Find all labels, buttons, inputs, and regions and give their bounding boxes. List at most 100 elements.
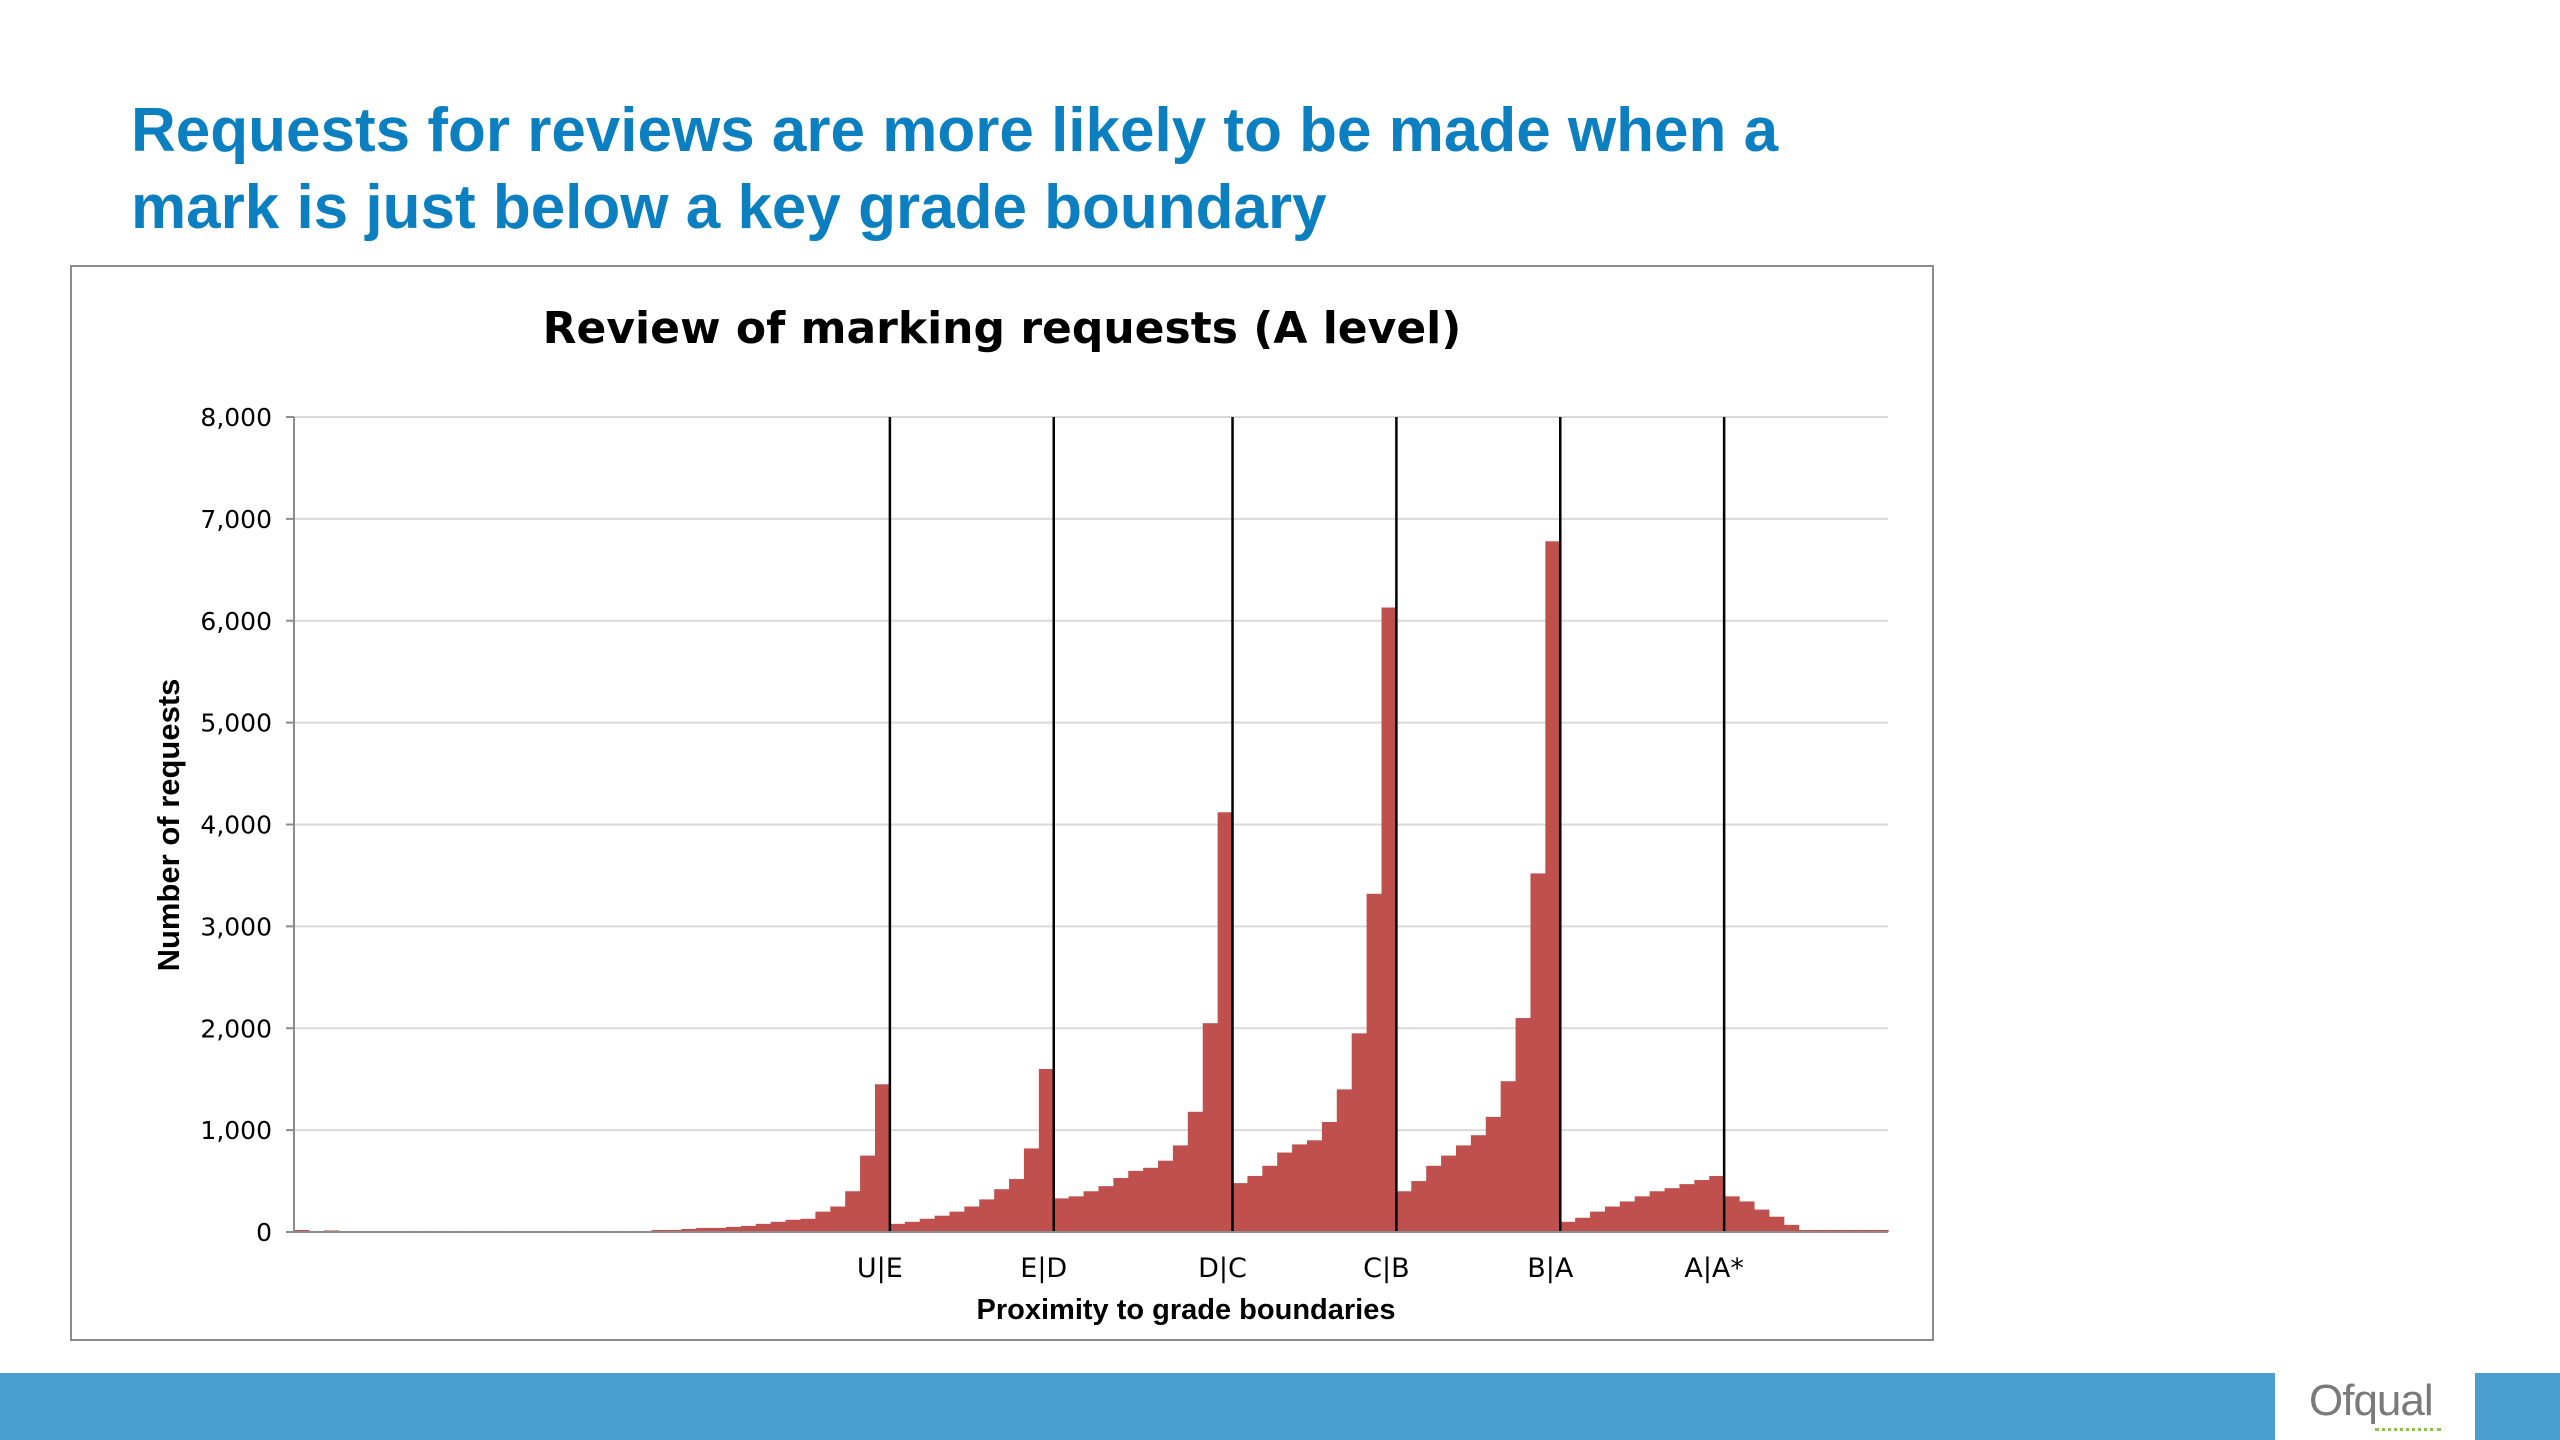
bar <box>1321 1121 1338 1232</box>
bar <box>1336 1089 1353 1233</box>
bar <box>1441 1155 1457 1232</box>
bar <box>1768 1216 1785 1232</box>
bar <box>711 1227 727 1232</box>
bar <box>994 1189 1010 1232</box>
bar <box>1351 1033 1368 1232</box>
bar <box>294 1229 310 1232</box>
logo-accent <box>2375 1428 2441 1431</box>
bar <box>934 1215 951 1232</box>
bar <box>874 1084 891 1232</box>
bar <box>964 1206 980 1232</box>
bar <box>1843 1229 1859 1232</box>
bar <box>785 1219 802 1232</box>
bar <box>1158 1160 1174 1232</box>
logo-text: Ofqual <box>2309 1376 2434 1425</box>
bar <box>1590 1211 1606 1233</box>
footer-bar <box>0 1373 2275 1440</box>
y-tick-label: 0 <box>256 1218 272 1247</box>
bar <box>1113 1178 1129 1232</box>
bars <box>294 541 1889 1233</box>
bar <box>1679 1184 1695 1232</box>
bar <box>1307 1140 1323 1232</box>
bar <box>1753 1209 1770 1232</box>
bar <box>1813 1229 1830 1232</box>
x-axis-title: Proximity to grade boundaries <box>977 1294 1396 1326</box>
bar <box>1485 1116 1502 1232</box>
bar <box>740 1225 757 1232</box>
bar <box>889 1223 906 1232</box>
bar <box>1143 1167 1159 1232</box>
bar <box>1783 1224 1800 1232</box>
bar <box>666 1229 682 1232</box>
bar <box>1545 541 1561 1232</box>
y-tick-label: 4,000 <box>200 811 272 840</box>
bar <box>1172 1145 1189 1232</box>
review-requests-chart: U|E E|D D|C C|B B|A A|A* 0 1,000 2,000 3,000 4,00… <box>151 303 1889 1326</box>
footer-bar-right <box>2475 1373 2560 1440</box>
bar <box>800 1218 816 1232</box>
bar <box>1649 1191 1666 1232</box>
bar <box>830 1206 846 1232</box>
bar <box>1083 1191 1100 1232</box>
bar <box>1277 1152 1293 1232</box>
boundary-label: U|E <box>857 1253 903 1284</box>
chart-title: Review of marking requests (A level) <box>543 303 1462 354</box>
bar <box>1858 1229 1874 1232</box>
grade-boundary-lines: U|E E|D D|C C|B B|A A|A* <box>857 417 1744 1284</box>
bar <box>1292 1144 1308 1232</box>
bar <box>1455 1145 1472 1232</box>
y-tick-label: 1,000 <box>200 1116 272 1145</box>
y-tick-label: 2,000 <box>200 1014 272 1043</box>
bar <box>1381 607 1397 1232</box>
chart-frame: U|E E|D D|C C|B B|A A|A* 0 1,000 2,000 3,000 4,00… <box>70 265 1934 1341</box>
bar <box>1247 1175 1263 1232</box>
bar <box>949 1211 965 1233</box>
slide-title: Requests for reviews are more likely to … <box>131 96 1779 242</box>
bar <box>1396 1191 1412 1232</box>
y-tick-label: 3,000 <box>200 912 272 941</box>
bar <box>1500 1081 1517 1232</box>
bar <box>726 1226 742 1232</box>
bar <box>1530 873 1546 1232</box>
bar <box>860 1155 876 1232</box>
ofqual-logo: Ofqual <box>2303 1372 2453 1440</box>
bar <box>1694 1180 1710 1232</box>
boundary-label: A|A* <box>1684 1253 1744 1284</box>
boundary-label: D|C <box>1198 1253 1247 1284</box>
bar <box>1023 1148 1040 1232</box>
bar <box>815 1211 831 1233</box>
bar <box>651 1229 668 1232</box>
bar <box>1634 1196 1651 1232</box>
bar <box>1560 1221 1576 1232</box>
bar <box>1262 1165 1278 1232</box>
bar <box>1739 1201 1755 1232</box>
bar <box>1366 893 1383 1232</box>
bar <box>1202 1023 1219 1232</box>
bar <box>1515 1018 1532 1232</box>
bar <box>1828 1229 1844 1232</box>
bar <box>1068 1196 1085 1232</box>
y-axis-title: Number of requests <box>151 679 186 972</box>
y-tick-label: 6,000 <box>200 607 272 636</box>
bar <box>1724 1196 1740 1232</box>
boundary-label: C|B <box>1363 1253 1409 1284</box>
boundary-label: B|A <box>1527 1253 1574 1284</box>
gridlines <box>294 416 1888 1132</box>
bar <box>696 1227 712 1232</box>
bar <box>1798 1229 1815 1232</box>
bar <box>904 1221 921 1232</box>
bar <box>1619 1201 1636 1232</box>
bar <box>1470 1135 1487 1232</box>
bar <box>1664 1188 1681 1232</box>
bar <box>1426 1165 1442 1232</box>
y-tick-label: 5,000 <box>200 709 272 738</box>
bar <box>1232 1183 1249 1232</box>
bar <box>1604 1206 1621 1232</box>
bar <box>1411 1181 1427 1232</box>
bar <box>1709 1175 1725 1232</box>
bar <box>1053 1198 1070 1232</box>
bar <box>1038 1069 1055 1232</box>
bar <box>681 1228 697 1232</box>
y-tick-label: 8,000 <box>200 403 272 432</box>
bar <box>979 1199 995 1232</box>
